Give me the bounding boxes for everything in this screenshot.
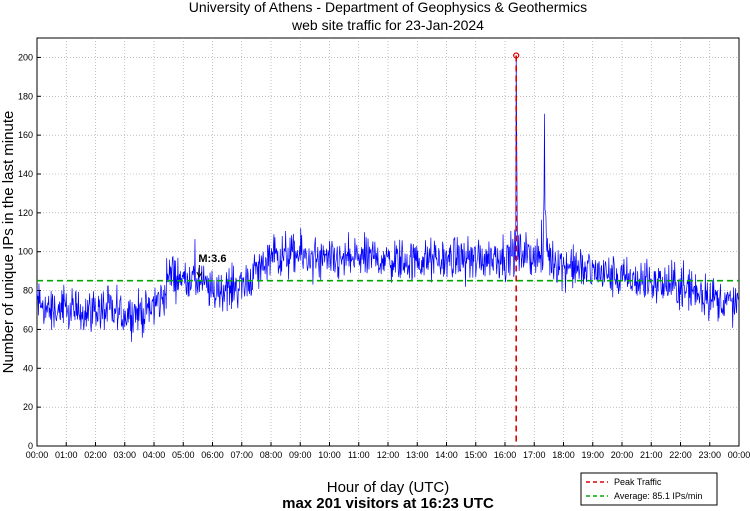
series-layer	[36, 55, 739, 342]
legend: Peak Traffic Average: 85.1 IPs/min	[580, 472, 718, 506]
y-tick-label: 80	[23, 286, 33, 296]
x-tick-label: 17:00	[523, 450, 546, 460]
y-tick-label: 180	[18, 91, 33, 101]
y-tick-label: 0	[28, 441, 33, 451]
x-tick-label: 21:00	[640, 450, 663, 460]
chart-subtitle: web site traffic for 23-Jan-2024	[291, 17, 484, 33]
x-tick-label: 10:00	[318, 450, 341, 460]
y-tick-label: 200	[18, 52, 33, 62]
y-axis-label: Number of unique IPs in the last minute	[0, 111, 17, 374]
traffic-series-line	[36, 55, 739, 342]
y-tick-label: 20	[23, 402, 33, 412]
x-tick-label: 12:00	[377, 450, 400, 460]
max-visitors-note: max 201 visitors at 16:23 UTC	[282, 495, 494, 511]
x-tick-label: 03:00	[113, 450, 136, 460]
x-tick-label: 00:00	[26, 450, 49, 460]
x-axis-ticks: 00:00 01:00 02:00 03:00 04:00 05:00 06:00 07:00…	[26, 442, 750, 460]
x-axis-label: Hour of day (UTC)	[327, 479, 450, 496]
x-tick-label: 16:00	[494, 450, 517, 460]
x-tick-label: 15:00	[464, 450, 487, 460]
x-tick-label: 19:00	[581, 450, 604, 460]
y-tick-label: 40	[23, 363, 33, 373]
x-tick-label: 13:00	[406, 450, 429, 460]
y-axis-ticks: 0 20 40 60 80 100 120 140 160 180 200	[18, 52, 41, 451]
y-tick-label: 160	[18, 130, 33, 140]
y-tick-label: 100	[18, 247, 33, 257]
legend-box	[580, 472, 718, 506]
x-tick-label: 18:00	[552, 450, 575, 460]
y-tick-label: 120	[18, 208, 33, 218]
reference-lines: M:3.6	[37, 52, 739, 446]
legend-peak-label: Peak Traffic	[614, 477, 662, 487]
x-tick-label: 00:00	[728, 450, 750, 460]
y-tick-label: 60	[23, 324, 33, 334]
x-tick-label: 14:00	[435, 450, 458, 460]
grid-lines	[37, 38, 739, 446]
peak-marker	[513, 52, 520, 59]
y-tick-label: 140	[18, 169, 33, 179]
x-tick-label: 23:00	[698, 450, 721, 460]
x-tick-label: 22:00	[669, 450, 692, 460]
x-tick-label: 01:00	[55, 450, 78, 460]
x-tick-label: 06:00	[201, 450, 224, 460]
x-tick-label: 07:00	[230, 450, 253, 460]
chart-title: University of Athens - Department of Geo…	[189, 0, 587, 15]
legend-average-label: Average: 85.1 IPs/min	[614, 491, 702, 501]
x-tick-label: 04:00	[143, 450, 166, 460]
x-tick-label: 02:00	[84, 450, 107, 460]
x-tick-label: 20:00	[611, 450, 634, 460]
x-tick-label: 09:00	[289, 450, 312, 460]
earthquake-annotation-label: M:3.6	[198, 253, 226, 265]
x-tick-label: 11:00	[348, 450, 370, 460]
x-tick-label: 08:00	[260, 450, 283, 460]
annotation-arrow-head	[196, 271, 203, 279]
x-tick-label: 05:00	[172, 450, 195, 460]
